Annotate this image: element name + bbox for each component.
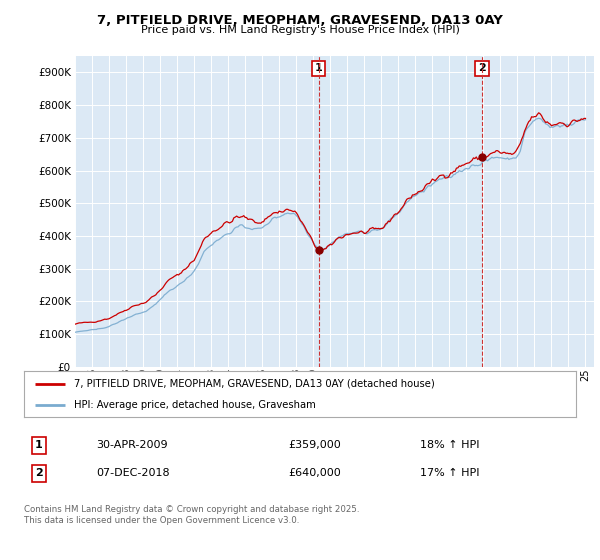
Text: 7, PITFIELD DRIVE, MEOPHAM, GRAVESEND, DA13 0AY (detached house): 7, PITFIELD DRIVE, MEOPHAM, GRAVESEND, D… [74, 379, 434, 389]
Text: 1: 1 [35, 440, 43, 450]
Text: £359,000: £359,000 [288, 440, 341, 450]
Bar [319, 56, 482, 367]
Text: 2: 2 [478, 63, 486, 73]
Text: 30-APR-2009: 30-APR-2009 [96, 440, 167, 450]
Text: 07-DEC-2018: 07-DEC-2018 [96, 468, 170, 478]
Text: 18% ↑ HPI: 18% ↑ HPI [420, 440, 479, 450]
Text: HPI: Average price, detached house, Gravesham: HPI: Average price, detached house, Grav… [74, 400, 316, 410]
Text: Contains HM Land Registry data © Crown copyright and database right 2025.
This d: Contains HM Land Registry data © Crown c… [24, 505, 359, 525]
Text: 2: 2 [35, 468, 43, 478]
Text: Price paid vs. HM Land Registry's House Price Index (HPI): Price paid vs. HM Land Registry's House … [140, 25, 460, 35]
Text: 17% ↑ HPI: 17% ↑ HPI [420, 468, 479, 478]
Text: 7, PITFIELD DRIVE, MEOPHAM, GRAVESEND, DA13 0AY: 7, PITFIELD DRIVE, MEOPHAM, GRAVESEND, D… [97, 14, 503, 27]
Text: £640,000: £640,000 [288, 468, 341, 478]
Text: 1: 1 [315, 63, 323, 73]
